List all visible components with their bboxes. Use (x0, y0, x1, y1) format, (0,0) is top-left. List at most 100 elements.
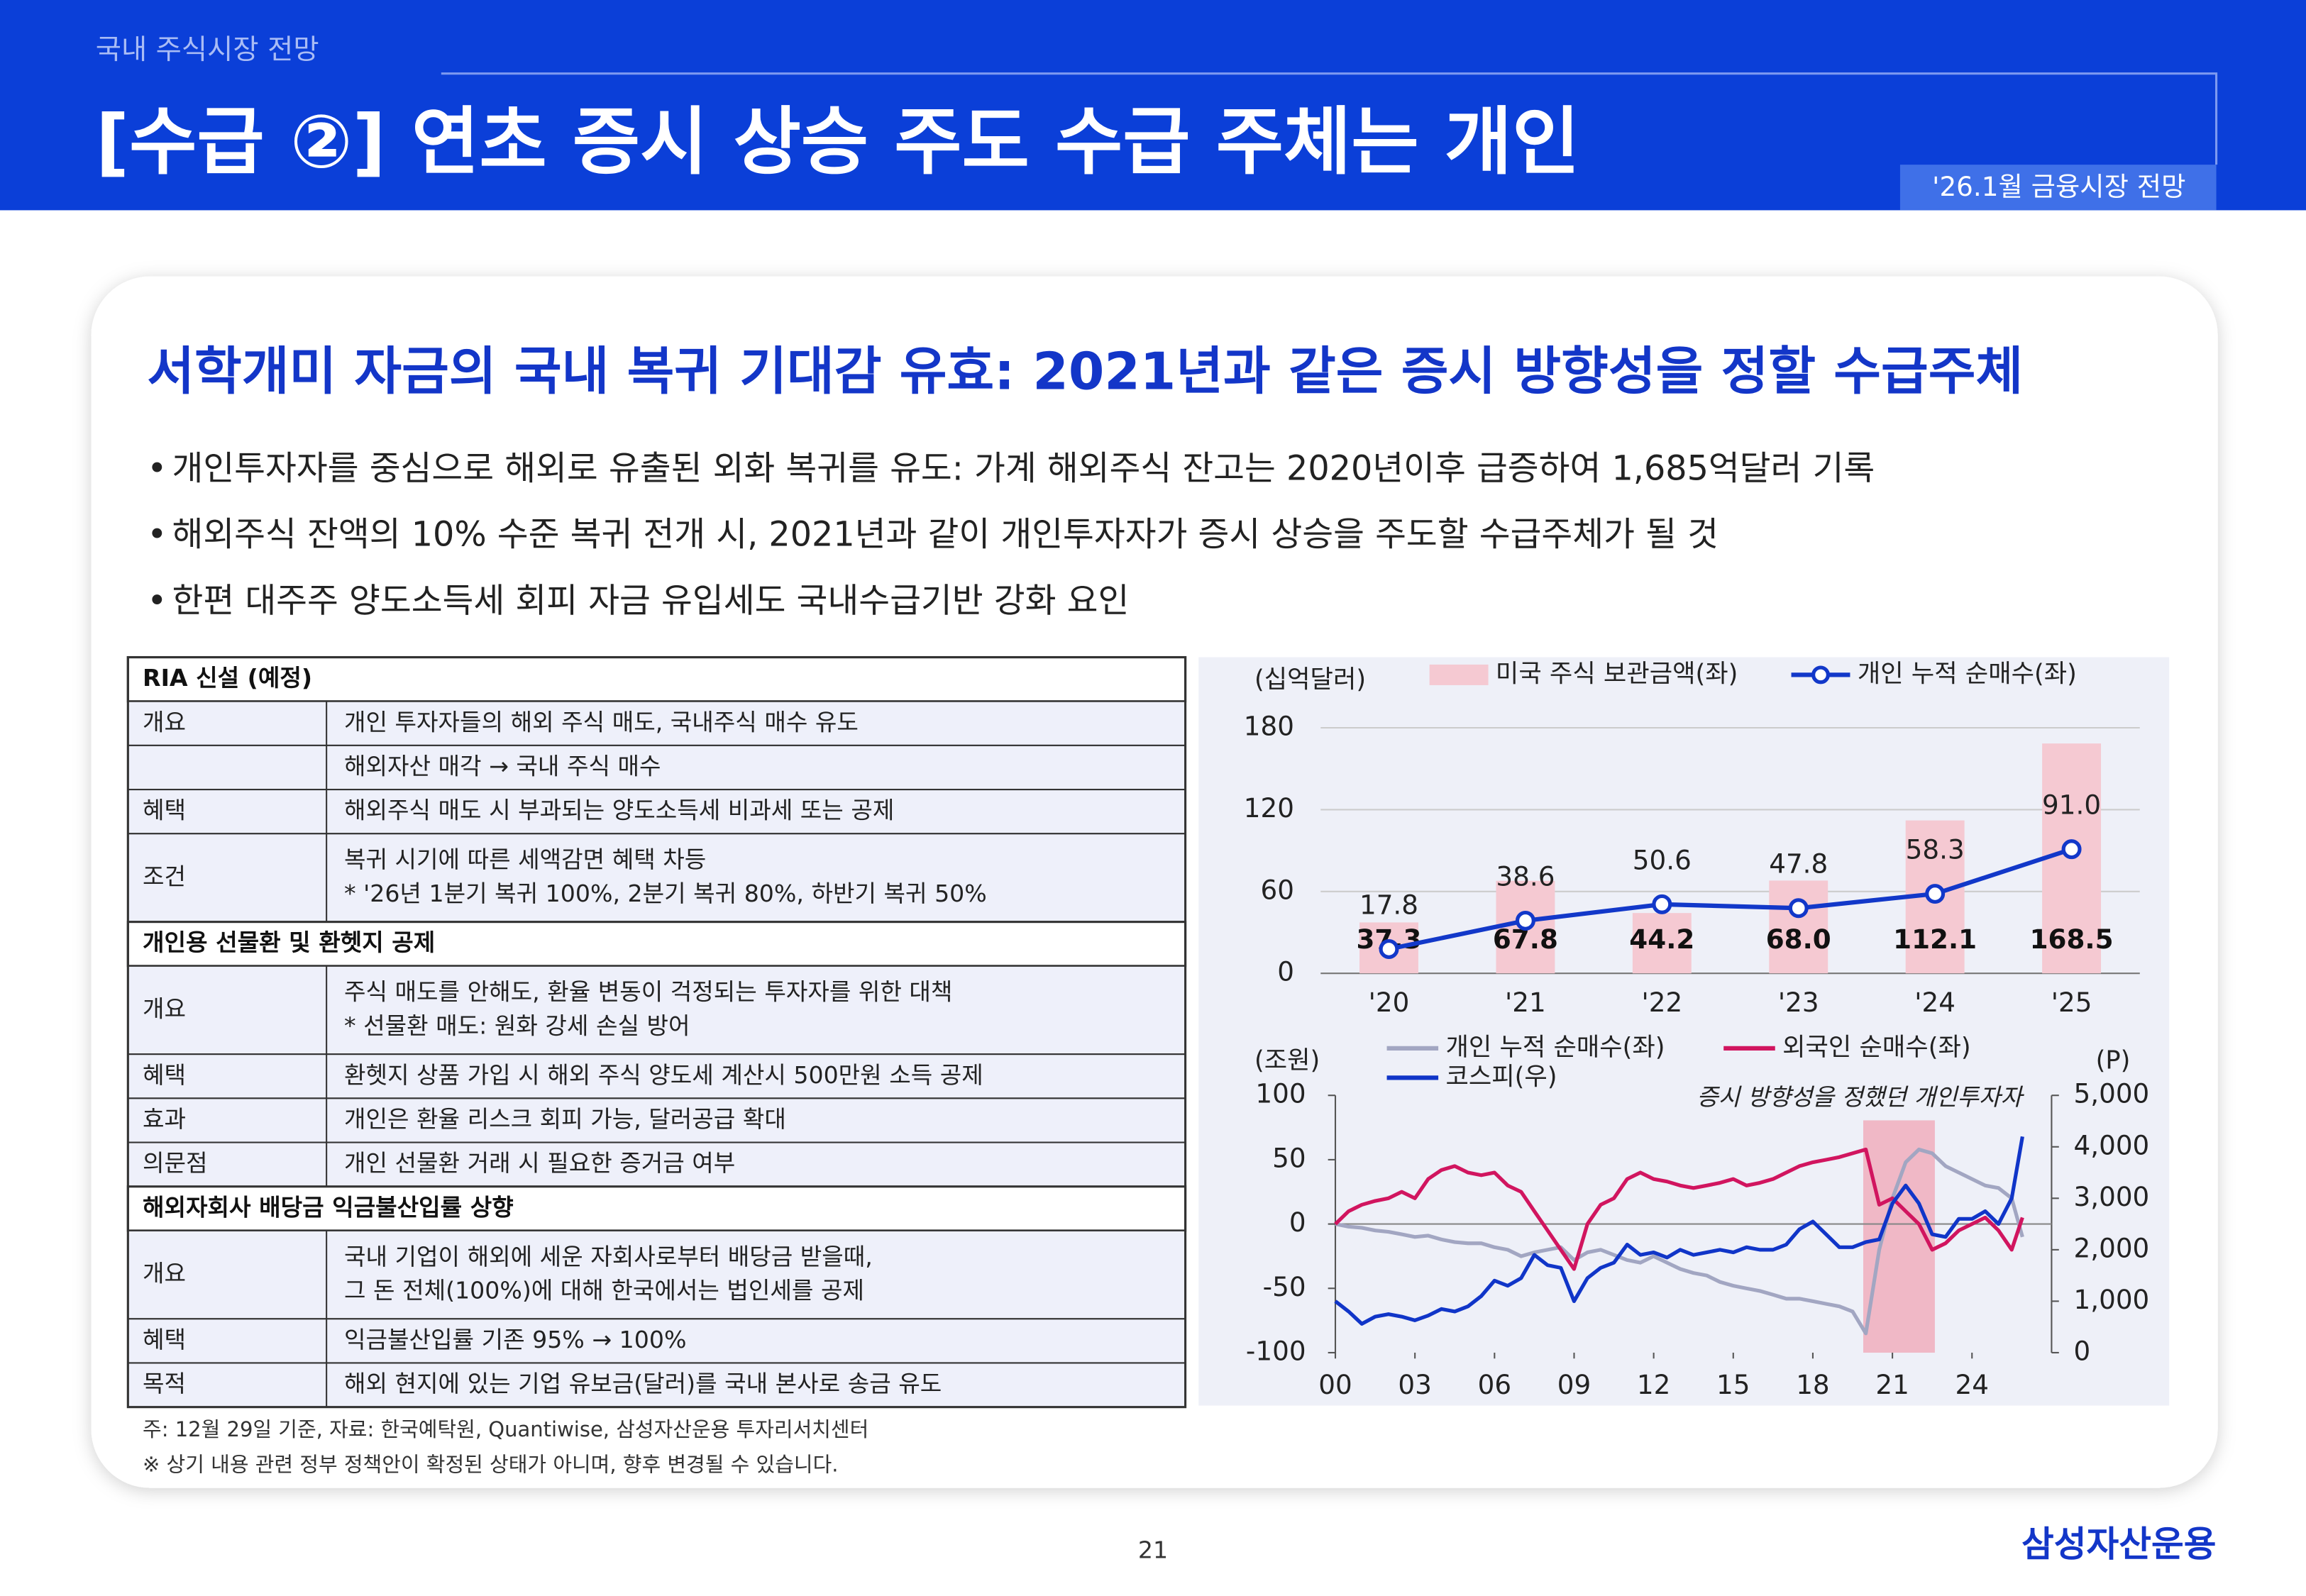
line-marker (1788, 898, 1809, 919)
table-cell: 해외 현지에 있는 기업 유보금(달러)를 국내 본사로 송금 유도 (344, 1370, 942, 1397)
page-number: 21 (1138, 1536, 1168, 1563)
table-row (127, 1097, 1186, 1143)
bullet: 개인투자자를 중심으로 해외로 유출된 외화 복귀를 유도: 가계 해외주식 잔… (172, 449, 1875, 488)
y2-tick-label: 0 (2074, 1335, 2091, 1366)
table-cell: 그 돈 전체(100%)에 대해 한국에서는 법인세를 공제 (344, 1276, 864, 1304)
footnote: 주: 12월 29일 기준, 자료: 한국예탁원, Quantiwise, 삼성… (143, 1417, 868, 1441)
table-cell: 익금불산입률 기존 95% → 100% (344, 1326, 686, 1353)
x-tick-label: '22 (1641, 987, 1682, 1018)
table-label: 개요 (143, 994, 186, 1022)
table-row (127, 744, 1186, 791)
table-label: 의문점 (143, 1149, 208, 1177)
table-cell: 해외자산 매각 → 국내 주식 매수 (344, 752, 661, 780)
table-label: 효과 (143, 1105, 186, 1133)
table-section-row (126, 921, 1187, 968)
table-cell: 개인 선물환 거래 시 필요한 증거금 여부 (344, 1149, 735, 1177)
legend-label: 개인 누적 순매수(좌) (1858, 659, 2077, 688)
y-tick-label: 60 (1261, 874, 1294, 905)
chart-panel (1198, 657, 2170, 1406)
line-marker (1925, 884, 1946, 904)
y2-tick-label: 2,000 (2074, 1232, 2150, 1263)
x-tick-label: '25 (2051, 987, 2092, 1018)
x-tick-label: '23 (1778, 987, 1819, 1018)
legend-label: 코스피(우) (1445, 1062, 1557, 1091)
x-tick-label: '21 (1505, 987, 1546, 1018)
y2-tick-label: 4,000 (2074, 1129, 2150, 1160)
bullets: • 개인투자자를 중심으로 해외로 유출된 외화 복귀를 유도: 가계 해외주식… (147, 449, 1875, 621)
badge-text: '26.1월 금융시장 전망 (1932, 171, 2185, 202)
y-tick-label: 100 (1255, 1078, 1306, 1109)
y-tick-label: -50 (1263, 1271, 1306, 1302)
table-cell: 환헷지 상품 가입 시 해외 주식 양도세 계산시 500만원 소득 공제 (344, 1061, 983, 1089)
table-cell: 개인 투자자들의 해외 주식 매도, 국내주식 매수 유도 (344, 708, 859, 736)
table-label: 조건 (143, 863, 186, 890)
slide-title: [수급 ②] 연초 증시 상승 주도 수급 주체는 개인 (96, 100, 1580, 185)
legend-marker (1811, 665, 1830, 685)
legend-swatch (1429, 664, 1489, 685)
y-tick-label: 0 (1277, 956, 1294, 987)
table-label: 개요 (143, 1260, 186, 1287)
legend-label: 미국 주식 보관금액(좌) (1496, 659, 1738, 688)
bar-value-label: 68.0 (1766, 924, 1831, 955)
bullet-dot: • (147, 582, 167, 621)
line-value-label: 91.0 (2042, 789, 2101, 821)
x-tick-label: 00 (1318, 1369, 1352, 1400)
x-tick-label: '20 (1369, 987, 1410, 1018)
section-label: 국내 주식시장 전망 (96, 33, 319, 66)
table-section-title: 개인용 선물환 및 환헷지 공제 (143, 929, 435, 956)
series-line (1334, 1147, 2024, 1271)
table-row (127, 1053, 1186, 1099)
y-tick-label: 0 (1289, 1207, 1306, 1238)
x-tick-label: 21 (1875, 1369, 1909, 1400)
series-line (1335, 1147, 2024, 1336)
x-tick-label: 06 (1478, 1369, 1511, 1400)
table-cell: 주식 매도를 안해도, 환율 변동이 걱정되는 투자자를 위한 대책 (344, 978, 952, 1006)
y-tick-label: 50 (1272, 1142, 1306, 1173)
table-section-title: 해외자회사 배당금 익금불산입률 상향 (143, 1193, 514, 1221)
annotation: 증시 방향성을 정했던 개인투자자 (1697, 1083, 2024, 1111)
table-label: 목적 (143, 1370, 186, 1397)
bar-value-label: 112.1 (1893, 924, 1977, 955)
badge (1899, 165, 2217, 211)
y-axis-title: (십억달러) (1254, 665, 1366, 694)
table-row (127, 700, 1186, 746)
legend-label: 외국인 순매수(좌) (1782, 1033, 1970, 1062)
line-marker (1379, 938, 1399, 959)
table-cell: 복귀 시기에 따른 세액감면 혜택 차등 (344, 846, 706, 873)
table-label: 혜택 (143, 797, 186, 824)
line-value-label: 38.6 (1496, 860, 1555, 892)
x-tick-label: 09 (1557, 1369, 1591, 1400)
line-value-label: 50.6 (1633, 844, 1692, 875)
subtitle: 서학개미 자금의 국내 복귀 기대감 유효: 2021년과 같은 증시 방향성을… (147, 343, 2023, 402)
table-border (126, 655, 1187, 1409)
y-tick-label: -100 (1246, 1335, 1306, 1366)
y2-tick-label: 1,000 (2074, 1284, 2150, 1315)
line-value-label: 58.3 (1906, 833, 1965, 865)
table-section-row (126, 1185, 1187, 1232)
x-tick-label: 18 (1796, 1369, 1829, 1400)
y2-tick-label: 3,000 (2074, 1181, 2150, 1212)
bullet: 해외주식 잔액의 10% 수준 복귀 전개 시, 2021년과 같이 개인투자자… (172, 516, 1719, 555)
table-label: 혜택 (143, 1061, 186, 1089)
bullet-dot: • (147, 516, 167, 555)
chart-bar: (십억달러) 0 60 120 180 '20 '21 '22 '23 '24 '25 미국 주식 보… (1244, 659, 2140, 1018)
x-tick-label: 15 (1716, 1369, 1750, 1400)
y2-tick-label: 5,000 (2074, 1078, 2150, 1109)
bullet-dot: • (147, 449, 167, 488)
table-label: 개요 (143, 708, 186, 736)
line-value-label: 47.8 (1769, 848, 1828, 880)
table-cell: 국내 기업이 해외에 세운 자회사로부터 배당금 받을때, (344, 1243, 873, 1270)
x-tick-label: 12 (1637, 1369, 1670, 1400)
y-tick-label: 180 (1244, 711, 1294, 742)
x-tick-label: '24 (1914, 987, 1955, 1018)
highlight-band (1863, 1120, 1935, 1353)
y-tick-label: 120 (1244, 792, 1294, 824)
line-marker (1652, 894, 1672, 914)
table-cell: 개인은 환율 리스크 회피 가능, 달러공급 확대 (344, 1105, 786, 1133)
bullet: 한편 대주주 양도소득세 회피 자금 유입세도 국내수급기반 강화 요인 (172, 582, 1130, 621)
legend-label: 개인 누적 순매수(좌) (1445, 1033, 1665, 1062)
y-axis-title: (조원) (1254, 1046, 1320, 1075)
table: RIA 신설 (예정) 개요 개인 투자자들의 해외 주식 매도, 국내주식 매수 … (126, 655, 1187, 1409)
